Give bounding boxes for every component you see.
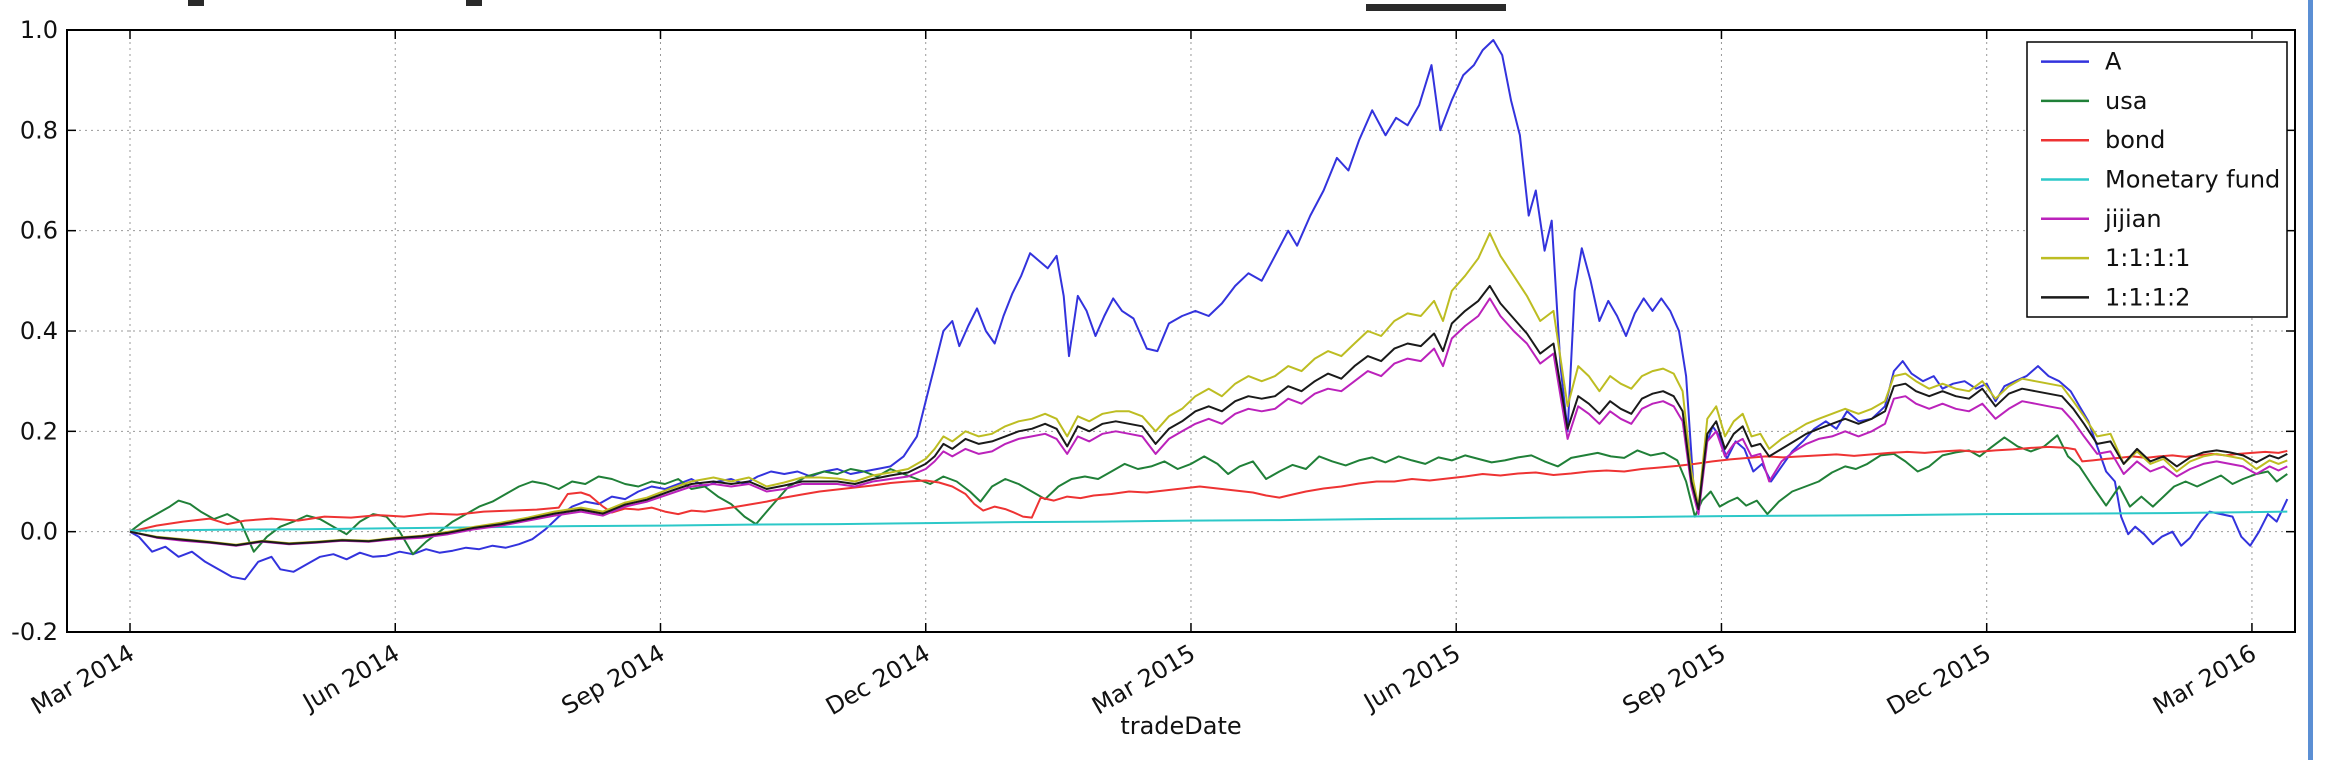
clipped-text-fragment [188, 0, 204, 6]
x-tick-label: Mar 2014 [26, 639, 139, 720]
legend-label-A: A [2105, 48, 2122, 76]
y-tick-label: 0.4 [20, 317, 58, 345]
series-line-1:1:1:2 [129, 284, 2288, 547]
window-edge-accent [2308, 0, 2313, 760]
x-tick-label: Jun 2015 [1357, 639, 1465, 717]
legend-label-Monetary fund: Monetary fund [2105, 166, 2280, 194]
legend-label-usa: usa [2105, 87, 2147, 115]
series-layer [129, 39, 2289, 581]
x-tick-label: Jun 2014 [297, 639, 405, 717]
legend-label-1:1:1:1: 1:1:1:1 [2105, 244, 2190, 272]
x-axis-label: tradeDate [1120, 712, 1241, 740]
y-tick-label: 0.8 [20, 116, 58, 144]
grid-layer [67, 29, 2295, 633]
x-tick-label: Sep 2014 [557, 639, 670, 720]
y-tick-label: 0.2 [20, 417, 58, 445]
legend-label-1:1:1:2: 1:1:1:2 [2105, 283, 2190, 311]
legend-label-jijian: jijian [2104, 205, 2162, 233]
x-tick-label: Mar 2015 [1087, 639, 1200, 720]
y-tick-label: 1.0 [20, 16, 58, 44]
x-tick-label: Sep 2015 [1618, 639, 1731, 720]
legend-label-bond: bond [2105, 126, 2165, 154]
series-line-usa [129, 434, 2288, 556]
y-tick-label: -0.2 [11, 618, 58, 646]
clipped-text-fragment [466, 0, 482, 6]
x-tick-label: Dec 2014 [821, 639, 935, 721]
y-tick-label: 0.0 [20, 518, 58, 546]
series-line-1:1:1:1 [129, 232, 2288, 546]
y-tick-label: 0.6 [20, 217, 58, 245]
series-line-Monetary fund [129, 510, 2288, 532]
series-line-jijian [129, 297, 2288, 547]
plot-frame [66, 29, 2296, 633]
axes-layer: Mar 2014 Jun 2014 Sep 2014 Dec 2014 Mar 2015… [11, 16, 2296, 721]
series-line-A [129, 39, 2289, 581]
clipped-text-fragment [1366, 4, 1506, 11]
x-tick-label: Dec 2015 [1882, 639, 1996, 721]
x-tick-label: Mar 2016 [2148, 639, 2261, 720]
